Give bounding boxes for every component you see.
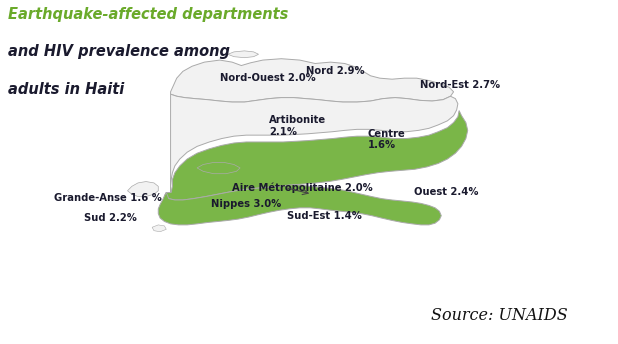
Text: Source: UNAIDS: Source: UNAIDS — [431, 307, 567, 324]
Polygon shape — [127, 182, 158, 196]
Polygon shape — [171, 59, 454, 102]
Text: adults in Haiti: adults in Haiti — [7, 82, 124, 97]
Text: Ouest 2.4%: Ouest 2.4% — [413, 187, 478, 197]
Text: Grande-Anse 1.6 %: Grande-Anse 1.6 % — [54, 193, 161, 203]
Polygon shape — [228, 51, 258, 58]
Text: Earthquake-affected departments: Earthquake-affected departments — [7, 7, 288, 22]
Text: Artibonite
2.1%: Artibonite 2.1% — [269, 115, 326, 137]
Polygon shape — [158, 185, 441, 225]
Polygon shape — [171, 94, 458, 196]
Text: Aire Métropolitaine 2.0%: Aire Métropolitaine 2.0% — [232, 182, 373, 193]
Text: Nippes 3.0%: Nippes 3.0% — [211, 200, 281, 209]
Polygon shape — [164, 110, 468, 200]
Polygon shape — [152, 225, 166, 232]
Text: Sud-Est 1.4%: Sud-Est 1.4% — [287, 211, 362, 221]
Text: Nord 2.9%: Nord 2.9% — [306, 66, 365, 76]
Text: and HIV prevalence among: and HIV prevalence among — [7, 44, 229, 59]
Text: Nord-Est 2.7%: Nord-Est 2.7% — [420, 80, 500, 90]
Text: Nord-Ouest 2.0%: Nord-Ouest 2.0% — [220, 73, 316, 83]
Text: Centre
1.6%: Centre 1.6% — [368, 129, 405, 150]
Text: Sud 2.2%: Sud 2.2% — [85, 213, 137, 223]
Polygon shape — [197, 162, 240, 174]
